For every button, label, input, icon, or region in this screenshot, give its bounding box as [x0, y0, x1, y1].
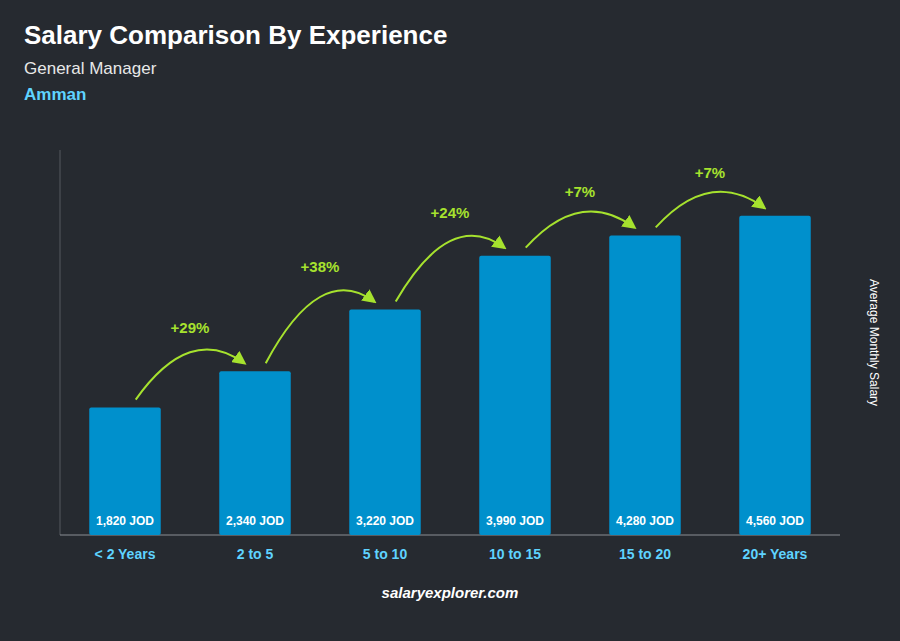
bar: [219, 371, 291, 535]
data-label: 3,990 JOD: [486, 514, 544, 528]
bar: [739, 216, 811, 535]
x-tick-label: 20+ Years: [743, 546, 808, 562]
annotation: +38%: [301, 258, 340, 275]
chart: Salary Comparison By Experience General M…: [0, 0, 900, 641]
x-tick-label: 2 to 5: [237, 546, 274, 562]
bars: [89, 216, 811, 535]
watermark: salaryexplorer.com: [382, 584, 519, 601]
data-label: 1,820 JOD: [96, 514, 154, 528]
growth-arrow: [526, 211, 635, 247]
x-tick-label: 10 to 15: [489, 546, 541, 562]
annotation: +29%: [171, 319, 210, 336]
data-label: 3,220 JOD: [356, 514, 414, 528]
growth-arrow: [656, 192, 765, 228]
annotation: +7%: [565, 183, 595, 200]
data-label: 4,560 JOD: [746, 514, 804, 528]
growth-arrow: [396, 236, 505, 302]
x-tick-label: 15 to 20: [619, 546, 671, 562]
annotation: +24%: [431, 204, 470, 221]
y-axis-label: Average Monthly Salary: [867, 279, 881, 406]
bar: [349, 310, 421, 535]
subtitle: General Manager: [24, 59, 157, 78]
growth-arrow: [136, 349, 245, 399]
x-tick-label: 5 to 10: [363, 546, 408, 562]
city: Amman: [24, 85, 86, 104]
annotations: +29% +38% +24% +7% +7%: [136, 164, 765, 400]
data-label: 2,340 JOD: [226, 514, 284, 528]
title: Salary Comparison By Experience: [24, 20, 447, 50]
background: [0, 0, 900, 641]
y-axis-line: [60, 150, 61, 535]
growth-arrow: [266, 290, 375, 363]
data-label: 4,280 JOD: [616, 514, 674, 528]
x-axis-line: [60, 535, 840, 536]
bar: [479, 256, 551, 535]
bar: [609, 235, 681, 535]
x-tick-label: < 2 Years: [95, 546, 156, 562]
annotation: +7%: [695, 164, 725, 181]
data-labels: 1,820 JOD 2,340 JOD 3,220 JOD 3,990 JOD 4,28…: [96, 514, 804, 528]
bar: [89, 408, 161, 535]
x-tick-labels: < 2 Years 2 to 5 5 to 10 10 to 15 15 to 20 20…: [95, 546, 808, 562]
